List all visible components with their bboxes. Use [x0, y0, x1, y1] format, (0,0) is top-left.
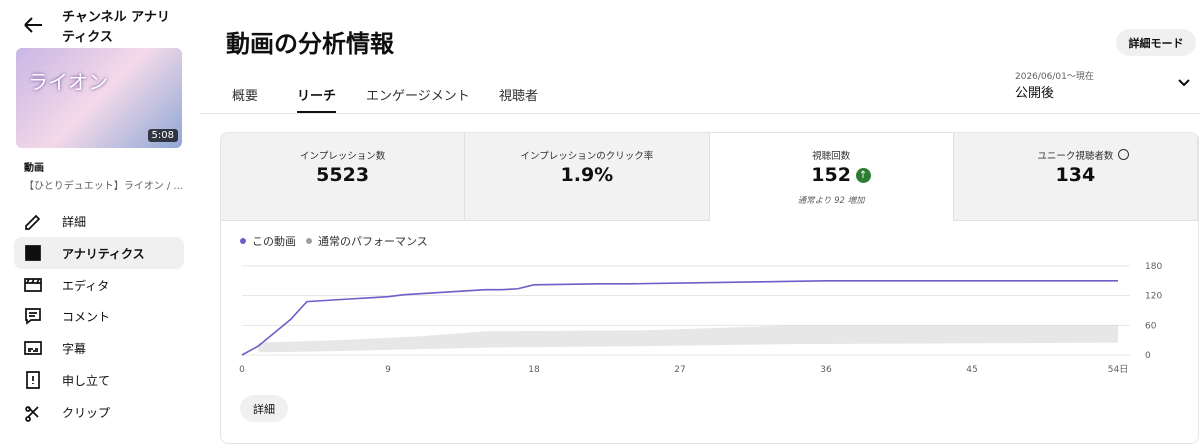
tab-underline	[297, 111, 336, 114]
chart: 0 60 120 180 0 9 18 27 36 45 54日 この動画 通常のパフォーマンス	[239, 234, 1162, 375]
nav-item[interactable]: コメント	[62, 310, 111, 325]
nav-icon	[26, 371, 40, 389]
nav-icon	[25, 214, 41, 230]
nav-icon	[25, 244, 41, 261]
x-tick-label: 9	[385, 365, 391, 375]
nav-item[interactable]: アナリティクス	[62, 246, 145, 261]
metric-label: 視聴回数	[812, 151, 851, 162]
sidebar-title: チャンネル アナリティクス	[62, 10, 170, 45]
x-tick-label: 45	[966, 365, 977, 375]
nav-icon	[24, 341, 42, 356]
tab[interactable]: エンゲージメント	[366, 89, 470, 104]
nav-item[interactable]: 詳細	[62, 215, 87, 229]
date-label: 公開後	[1015, 86, 1055, 101]
nav-item[interactable]: 字幕	[62, 342, 87, 357]
metric-value: 1.9%	[560, 164, 614, 186]
video-label: 動画	[24, 163, 44, 174]
legend-label: 通常のパフォーマンス	[318, 235, 428, 248]
metric[interactable]: インプレッションのクリック率 1.9%	[465, 133, 710, 221]
details-button[interactable]: 詳細	[240, 395, 288, 422]
x-tick-label: 36	[820, 365, 832, 375]
nav-item[interactable]: エディタ	[62, 278, 110, 293]
tab[interactable]: リーチ	[297, 89, 337, 104]
nav-active	[14, 236, 184, 269]
metric[interactable]: ユニーク視聴者数 134	[953, 133, 1198, 221]
info-icon	[1117, 149, 1129, 160]
legend-dot	[306, 238, 312, 244]
tab[interactable]: 概要	[232, 89, 259, 104]
x-tick-label: 27	[674, 365, 685, 375]
legend-label: この動画	[252, 234, 296, 248]
date-period: 2026/06/01～現在	[1015, 72, 1094, 82]
y-tick-label: 180	[1145, 262, 1162, 272]
video-title: 【ひとりデュエット】ライオン / ...	[24, 181, 183, 192]
mode-button[interactable]: 詳細モード	[1116, 29, 1196, 56]
nav-item[interactable]: 申し立て	[62, 374, 111, 388]
card: インプレッション数 5523 インプレッションのクリック率 1.9% 視聴回数 152 通常…	[220, 132, 1199, 444]
legend-dot	[240, 238, 246, 244]
metric-label: インプレッションのクリック率	[520, 151, 654, 162]
divider	[200, 113, 1200, 114]
metric[interactable]: インプレッション数 5523	[221, 133, 466, 221]
duration: 5:08	[147, 129, 178, 142]
metric-label: インプレッション数	[300, 151, 386, 162]
page: チャンネル アナリティクス ライオン 5:08 動画 【ひとりデュエット】ライオ…	[14, 10, 1200, 444]
x-tick-label: 18	[528, 365, 540, 375]
thumbnail-title: ライオン	[28, 70, 108, 94]
x-tick-label: 0	[239, 365, 245, 375]
metric-note: 通常より 92 増加	[797, 196, 865, 206]
metric-value: 152	[811, 164, 851, 186]
up-icon: ↑	[855, 168, 871, 183]
metric[interactable]: 視聴回数 152 通常より 92 増加 ↑	[709, 133, 954, 221]
x-tick-label: 54日	[1108, 364, 1128, 375]
nav-icon	[25, 405, 39, 422]
line	[241, 280, 1118, 356]
y-tick-label: 60	[1145, 321, 1157, 331]
nav-icon	[24, 277, 42, 292]
metric-label: ユニーク視聴者数	[1037, 151, 1114, 162]
y-tick-label: 0	[1145, 351, 1151, 361]
typical-band	[258, 325, 1118, 353]
thumbnail[interactable]: ライオン 5:08	[16, 48, 182, 148]
y-tick-label: 120	[1145, 292, 1162, 302]
page-title: 動画の分析情報	[226, 30, 394, 58]
tab[interactable]: 視聴者	[499, 89, 539, 104]
date-dropdown[interactable]	[1177, 78, 1191, 88]
nav-item[interactable]: クリップ	[62, 405, 111, 420]
nav-icon	[25, 308, 41, 326]
back-arrow[interactable]	[22, 15, 44, 35]
metric-value: 134	[1055, 164, 1096, 186]
metric-value: 5523	[316, 164, 370, 186]
